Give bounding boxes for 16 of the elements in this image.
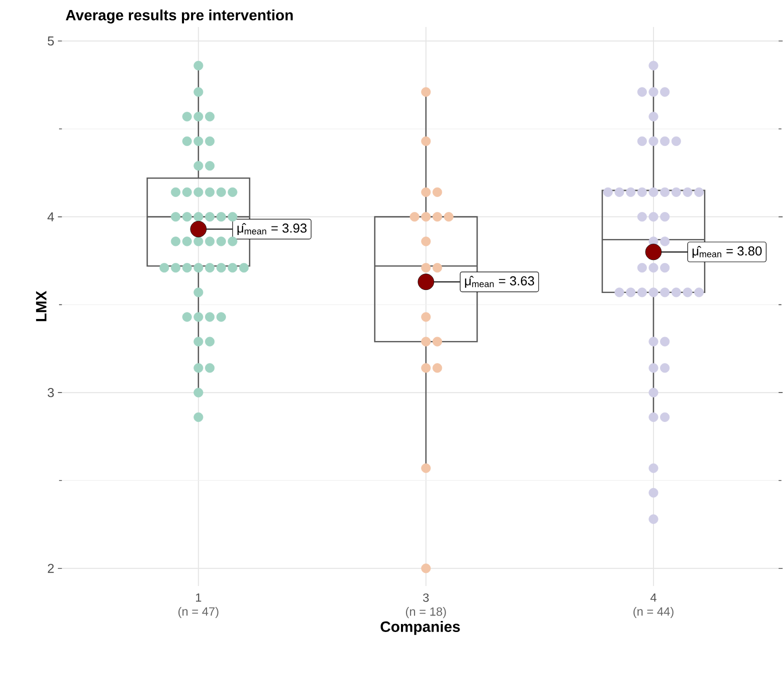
y-tick-label: 5 (48, 36, 54, 46)
x-axis-title: Companies (380, 621, 460, 636)
y-tick-label: 4 (47, 212, 54, 222)
y-tick-label: 2 (48, 564, 54, 573)
annotation: μ̂$_{mean}$ = 3.93 (238, 223, 307, 236)
y-tick-label: 3 (48, 388, 54, 398)
x-tick-label: 1 (196, 594, 202, 602)
text: (n = 18) (406, 607, 446, 618)
x-tick-label: 3 (423, 594, 429, 602)
text: (n = 44) (633, 607, 674, 618)
x-tick-label: 4 (650, 594, 656, 602)
y-axis-title: LMX (36, 290, 46, 322)
annotation: μ̂$_{mean}$ = 3.80 (692, 246, 762, 258)
text: (n = 47) (178, 607, 218, 618)
chart-title: Average results pre intervention (66, 10, 293, 24)
annotation: μ̂$_{mean}$ = 3.63 (465, 276, 534, 288)
